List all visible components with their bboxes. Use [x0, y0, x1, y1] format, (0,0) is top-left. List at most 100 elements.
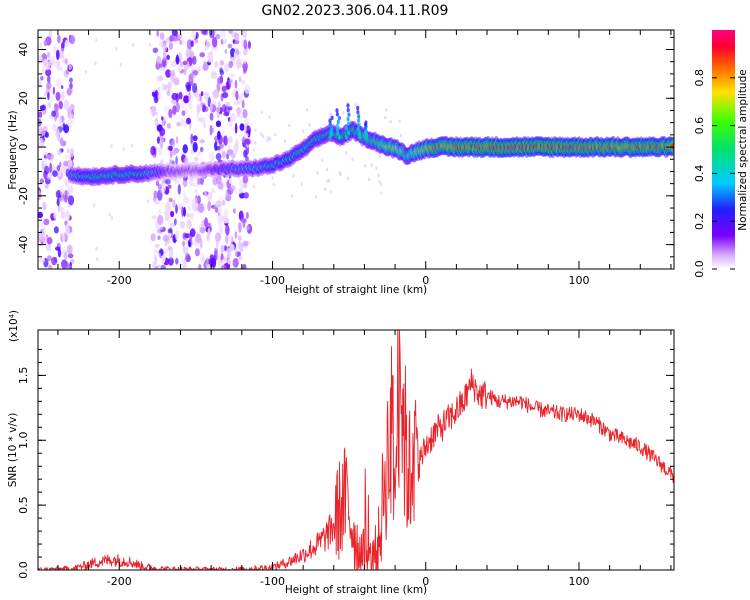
x-tick-label: 0	[422, 575, 429, 588]
noise-blob	[39, 104, 46, 111]
noise-blob	[378, 180, 381, 184]
noise-blob	[243, 149, 248, 158]
noise-blob	[46, 81, 52, 90]
noise-blob	[227, 43, 233, 49]
snr-panel: -200 -100 0 100 0.0 0.5 1.0 1.5 Height of strai…	[7, 310, 675, 596]
spectrogram-heatmap	[38, 30, 674, 269]
noise-blob	[68, 195, 75, 206]
noise-blob	[55, 128, 60, 139]
noise-blob	[51, 110, 56, 117]
noise-blob	[209, 124, 213, 136]
noise-blob	[46, 243, 52, 251]
noise-blob	[47, 92, 50, 101]
ridge-spike	[344, 126, 348, 131]
noise-blob	[63, 160, 69, 167]
noise-blob	[200, 30, 207, 35]
noise-blob	[152, 88, 156, 93]
noise-blob	[245, 138, 251, 145]
noise-blob	[151, 261, 156, 268]
noise-blob	[199, 238, 203, 250]
noise-blob	[268, 115, 271, 119]
colorbar-tick-label: 0.6	[693, 117, 706, 135]
ridge-spike	[346, 103, 350, 108]
noise-blob	[240, 218, 247, 223]
noise-blob	[42, 226, 46, 237]
noise-blob	[212, 89, 219, 99]
noise-blob	[38, 111, 43, 118]
noise-blob	[156, 55, 162, 65]
ridge-spike	[335, 112, 339, 117]
noise-blob	[43, 218, 50, 226]
noise-blob	[196, 111, 199, 122]
noise-blob	[159, 32, 165, 40]
noise-blob	[165, 69, 172, 78]
noise-blob	[179, 39, 182, 45]
x-tick-label: -200	[107, 575, 132, 588]
noise-blob	[185, 236, 189, 245]
spectrogram-y-label: Frequency (Hz)	[7, 110, 19, 189]
noise-blob	[40, 130, 46, 136]
noise-blob	[242, 175, 249, 184]
noise-blob	[235, 90, 239, 101]
noise-blob	[354, 102, 357, 107]
noise-blob	[217, 130, 221, 140]
noise-blob	[194, 188, 198, 195]
noise-blob	[206, 52, 213, 63]
noise-blob	[364, 164, 367, 168]
noise-blob	[168, 42, 173, 50]
y-tick-label: -20	[17, 187, 30, 205]
noise-blob	[245, 211, 249, 220]
noise-blob	[151, 105, 157, 116]
noise-blob	[288, 123, 291, 128]
ridge-spike	[346, 117, 350, 122]
noise-blob	[48, 59, 55, 67]
noise-blob	[38, 257, 46, 264]
noise-blob	[271, 176, 274, 180]
noise-blob	[39, 220, 43, 231]
noise-blob	[53, 226, 59, 234]
noise-blob	[308, 122, 311, 127]
noise-blob	[38, 56, 44, 61]
noise-blob	[193, 241, 199, 246]
noise-blob	[228, 136, 233, 143]
noise-blob	[242, 63, 247, 70]
noise-blob	[165, 178, 171, 185]
noise-blob	[228, 30, 233, 34]
noise-blob	[197, 177, 201, 185]
noise-blob	[70, 88, 73, 93]
noise-blob	[175, 204, 178, 214]
noise-blob	[69, 35, 76, 45]
noise-blob	[175, 56, 180, 65]
spectrogram-noise	[38, 30, 403, 269]
figure-title: GN02.2023.306.04.11.R09	[262, 3, 449, 19]
noise-blob	[191, 197, 198, 203]
noise-blob	[195, 233, 202, 244]
noise-blob	[227, 144, 231, 150]
y-tick-label: 40	[17, 43, 30, 57]
noise-blob	[346, 176, 350, 180]
y-tick-label: 0.5	[17, 496, 30, 514]
noise-blob	[214, 207, 219, 213]
noise-blob	[207, 191, 213, 201]
noise-blob	[45, 63, 50, 71]
noise-blob	[166, 54, 171, 60]
noise-blob	[211, 36, 218, 48]
noise-blob	[162, 248, 169, 254]
noise-blob	[215, 120, 222, 128]
ridge-spike	[364, 120, 368, 125]
y-tick-label: 0	[17, 144, 30, 151]
colorbar: 0.0 0.2 0.4 0.6 0.8 Normalized spectral ampl…	[693, 30, 749, 278]
noise-blob	[189, 228, 196, 238]
noise-blob	[232, 88, 236, 97]
noise-blob	[344, 151, 348, 155]
noise-blob	[173, 77, 180, 86]
noise-blob	[171, 92, 178, 101]
noise-blob	[163, 50, 167, 58]
noise-blob	[174, 218, 177, 226]
noise-blob	[377, 173, 380, 177]
noise-blob	[194, 248, 200, 257]
noise-blob	[167, 184, 172, 189]
noise-blob	[180, 118, 184, 127]
noise-blob	[157, 225, 163, 231]
y-tick-label: 1.5	[17, 367, 30, 385]
